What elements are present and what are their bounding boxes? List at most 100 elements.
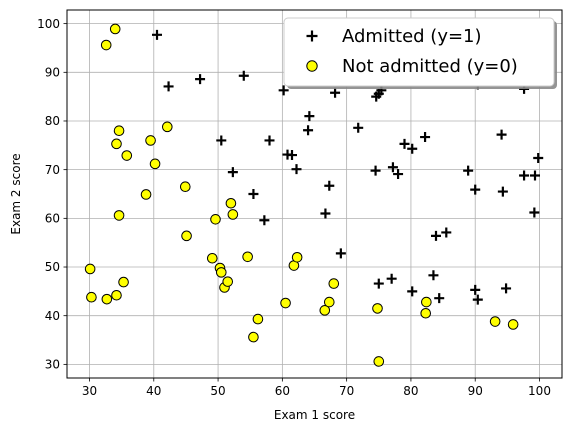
admitted-point: [324, 180, 335, 191]
not-admitted-point: [121, 150, 133, 161]
y-tick-label: 100: [37, 17, 60, 31]
admitted-point: [393, 169, 404, 180]
admitted-point: [264, 135, 275, 146]
admitted-point: [353, 122, 364, 133]
not-admitted-point: [109, 23, 121, 35]
legend-not-admitted-marker: [306, 60, 318, 72]
admitted-point: [304, 111, 315, 122]
admitted-point: [335, 248, 346, 259]
y-tick-label: 50: [45, 260, 60, 274]
legend-box: [283, 17, 555, 87]
admitted-point: [259, 215, 270, 226]
x-tick-label: 70: [339, 384, 354, 398]
admitted-point: [529, 207, 540, 218]
admitted-point: [291, 164, 302, 175]
admitted-point: [407, 143, 418, 154]
admitted-point: [434, 293, 445, 304]
admitted-point: [320, 208, 331, 219]
admitted-point: [463, 165, 474, 176]
admitted-point: [370, 165, 381, 176]
not-admitted-point: [84, 263, 96, 275]
not-admitted-point: [206, 252, 218, 264]
admitted-point: [420, 132, 431, 143]
not-admitted-point: [507, 319, 519, 330]
plot-frame: [66, 9, 563, 379]
y-tick-label: 70: [45, 163, 60, 177]
y-tick-label: 30: [45, 358, 60, 372]
not-admitted-point: [222, 276, 234, 287]
not-admitted-point: [113, 125, 125, 137]
not-admitted-point: [215, 267, 227, 278]
admitted-point: [496, 129, 507, 140]
admitted-point: [238, 70, 249, 81]
x-tick-label: 30: [82, 384, 97, 398]
admitted-point: [387, 162, 398, 173]
legend-admitted-marker: [306, 30, 318, 42]
not-admitted-point: [111, 289, 122, 301]
admitted-point: [287, 150, 297, 161]
not-admitted-point: [420, 307, 432, 319]
legend-label: Admitted (y=1): [342, 26, 482, 47]
admitted-point: [530, 170, 540, 181]
not-admitted-point: [319, 305, 331, 316]
not-admitted-point: [111, 138, 122, 150]
not-admitted-point: [323, 296, 335, 308]
y-axis-label: Exam 2 score: [9, 153, 23, 234]
not-admitted-point: [86, 291, 97, 303]
admitted-point: [472, 294, 483, 305]
not-admitted-point: [181, 230, 192, 242]
admitted-point: [303, 125, 314, 136]
not-admitted-point: [248, 331, 259, 343]
admitted-point: [195, 74, 206, 85]
admitted-point: [216, 135, 227, 146]
legend-label: Not admitted (y=0): [342, 56, 518, 77]
admitted-point: [227, 167, 238, 178]
not-admitted-point: [145, 135, 156, 146]
admitted-point: [470, 284, 481, 295]
data-points: [84, 23, 544, 367]
admitted-point: [501, 283, 512, 294]
admitted-point: [428, 270, 439, 281]
not-admitted-point: [118, 276, 129, 288]
admitted-point: [519, 170, 530, 181]
x-tick-label: 40: [146, 384, 161, 398]
not-admitted-point: [113, 210, 125, 221]
axis-ticks: 30 40 50 60 70 80 90 100 30 40 50 60 70 80 90 100: [37, 17, 551, 398]
x-tick-label: 100: [528, 384, 551, 398]
not-admitted-point: [252, 313, 264, 325]
not-admitted-point: [210, 214, 221, 225]
admitted-point: [163, 81, 174, 92]
not-admitted-point: [179, 181, 191, 192]
not-admitted-point: [489, 316, 501, 327]
admitted-point: [399, 138, 410, 149]
admitted-point: [278, 85, 289, 96]
x-axis-label: Exam 1 score: [274, 408, 355, 422]
admitted-point: [330, 87, 341, 98]
admitted-point: [386, 273, 397, 284]
y-tick-label: 40: [45, 309, 60, 323]
not-admitted-point: [291, 251, 303, 263]
not-admitted-point: [161, 121, 173, 133]
not-admitted-point: [328, 278, 340, 289]
not-admitted-point: [225, 197, 237, 209]
not-admitted-point: [149, 158, 161, 170]
not-admitted-point: [280, 297, 291, 309]
admitted-point: [373, 278, 384, 289]
not-admitted-point: [101, 293, 113, 305]
admitted-point: [248, 189, 259, 199]
not-admitted-point: [140, 189, 152, 200]
admitted-point: [431, 230, 441, 241]
y-tick-label: 60: [45, 212, 60, 226]
admitted-point: [533, 152, 544, 163]
x-tick-label: 80: [403, 384, 418, 398]
admitted-point: [407, 286, 418, 297]
legend: Admitted (y=1) Not admitted (y=0): [283, 17, 557, 89]
not-admitted-point: [227, 209, 239, 220]
y-tick-label: 90: [45, 66, 60, 80]
not-admitted-point: [373, 356, 385, 367]
x-tick-label: 60: [275, 384, 290, 398]
not-admitted-point: [372, 303, 383, 314]
admitted-point: [441, 227, 452, 238]
not-admitted-point: [100, 39, 112, 51]
